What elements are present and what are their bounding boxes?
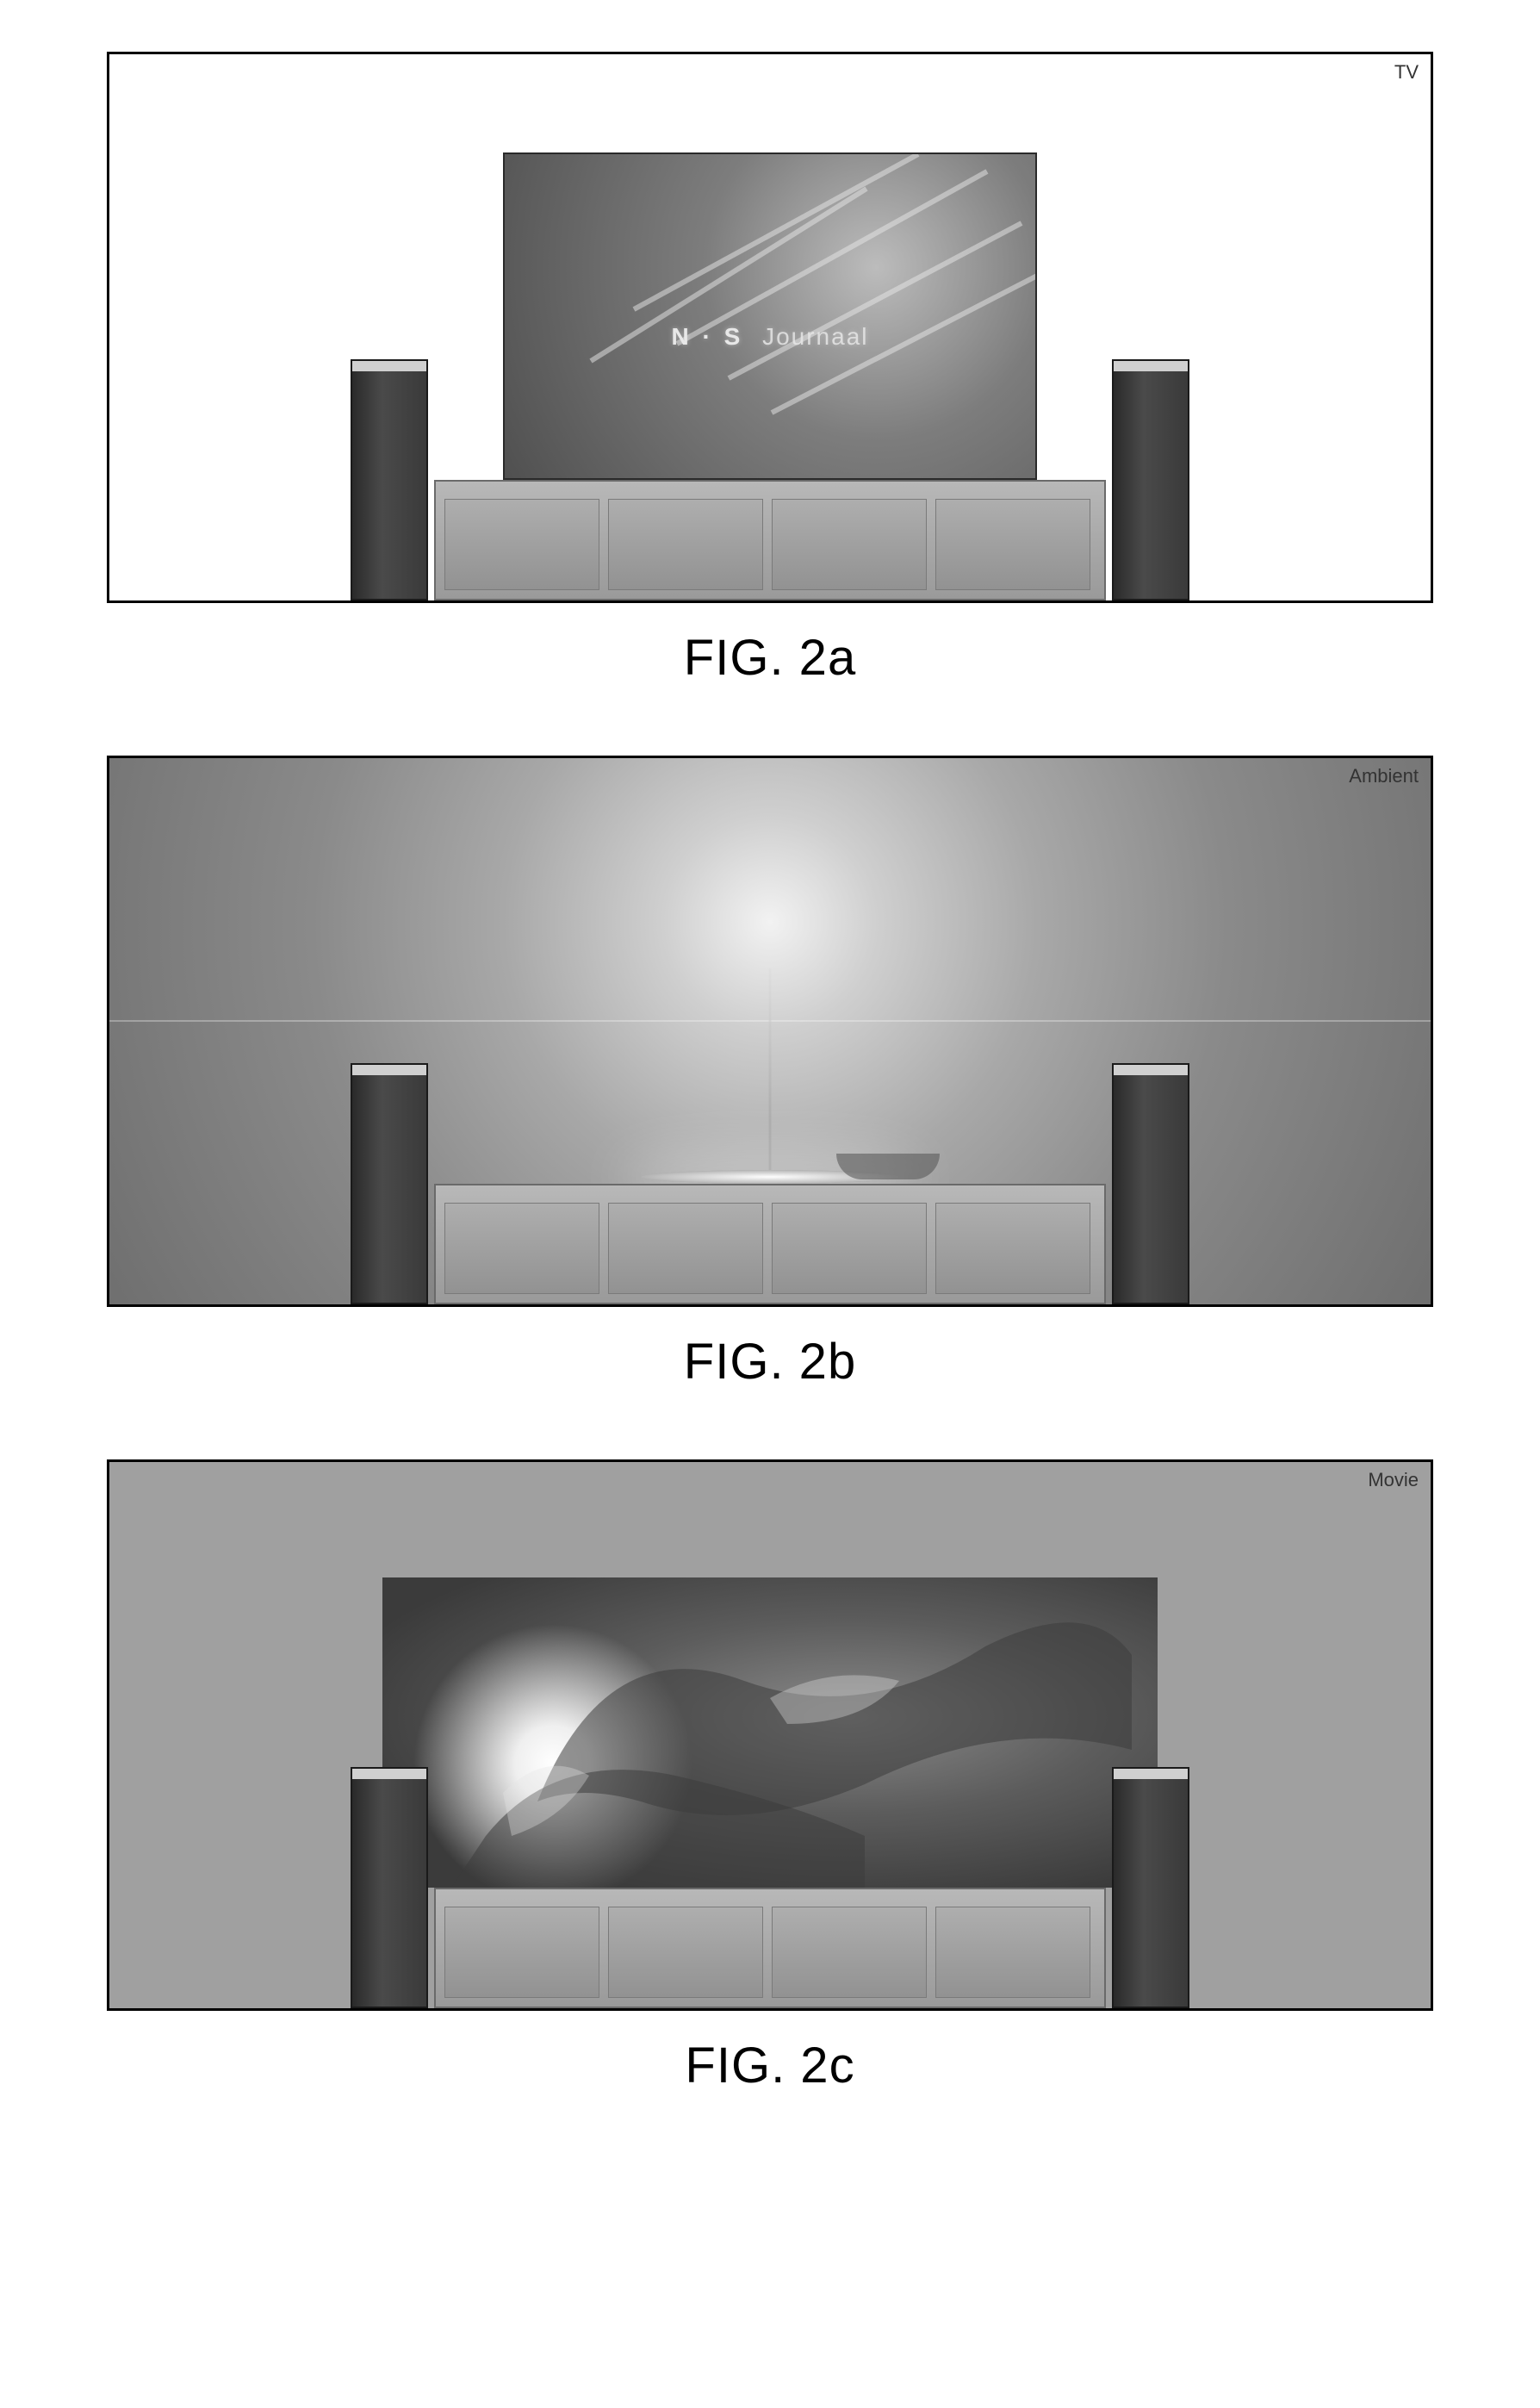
drawer [935,1907,1090,1998]
figure-2a-caption: FIG. 2a [103,629,1437,687]
figure-2a-panel: TV N · S Journaal [107,52,1433,603]
tv-stand [434,1888,1106,2008]
drawer [772,499,927,590]
tv-logo-text: N · S [672,323,744,350]
speaker-left [351,1767,428,2008]
speaker-left [351,359,428,600]
tv-stand [434,1184,1106,1304]
figure-2c-panel: Movie [107,1459,1433,2011]
speaker-right [1112,1063,1189,1304]
stage-a: N · S Journaal [109,54,1431,600]
stage-b [109,758,1431,1304]
drawer [444,499,599,590]
figure-2a: TV N · S Journaal [103,52,1437,687]
drawer [608,499,763,590]
figure-2c: Movie [103,1459,1437,2094]
drawer [444,1907,599,1998]
tv-logo: N · S Journaal [505,323,1035,351]
figure-2c-caption: FIG. 2c [103,2037,1437,2094]
tv-logo-subtext: Journaal [762,323,868,350]
figure-2b: Ambient FIG. 2b [103,756,1437,1391]
stage-c [109,1462,1431,2008]
drawer [772,1907,927,1998]
figure-2b-caption: FIG. 2b [103,1333,1437,1391]
drawer [772,1203,927,1294]
drawer [608,1203,763,1294]
speaker-right [1112,359,1189,600]
lamp-stem [769,968,772,1175]
tv-streaks [505,154,1037,480]
tv-stand [434,480,1106,600]
movie-screen [382,1577,1158,1888]
bowl-object [836,1154,940,1179]
drawer [935,1203,1090,1294]
drawer [444,1203,599,1294]
figure-2b-panel: Ambient [107,756,1433,1307]
speaker-right [1112,1767,1189,2008]
tv-screen: N · S Journaal [503,152,1037,480]
movie-shapes [382,1577,1158,1888]
drawer [608,1907,763,1998]
speaker-left [351,1063,428,1304]
drawer [935,499,1090,590]
